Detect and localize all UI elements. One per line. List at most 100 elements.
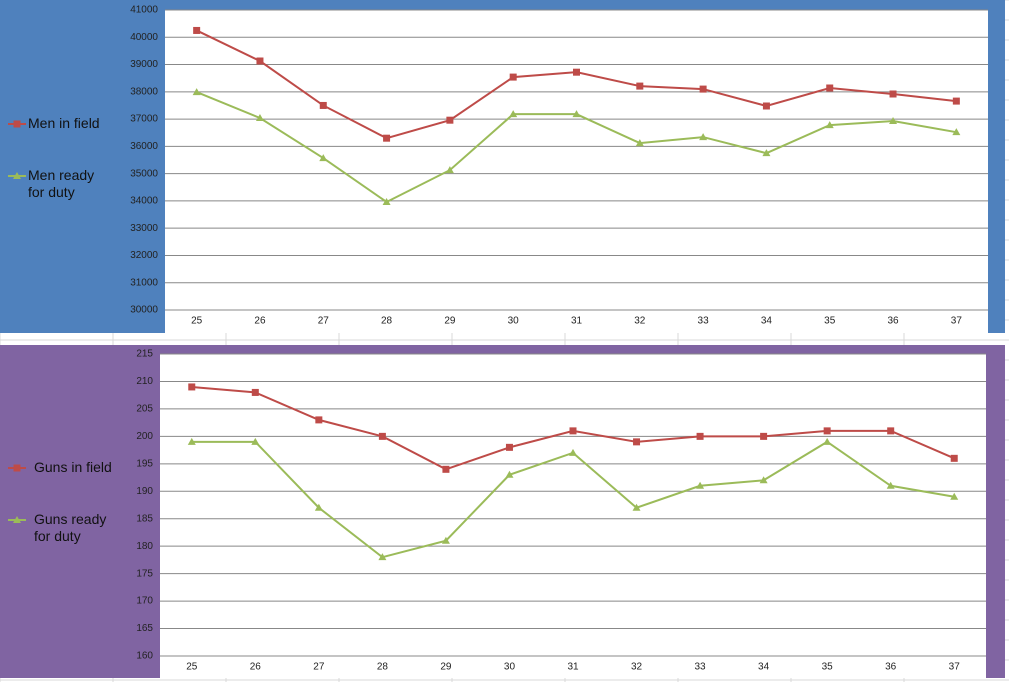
point (762, 149, 771, 157)
point (192, 88, 201, 96)
y-tick-label: 38000 (130, 86, 158, 97)
point (315, 416, 323, 424)
x-tick-label: 26 (250, 662, 262, 673)
point (256, 57, 264, 65)
point (13, 516, 21, 523)
y-tick-label: 210 (136, 376, 153, 387)
y-tick-label: 195 (136, 458, 153, 469)
y-tick-label: 35000 (130, 168, 158, 179)
y-tick-label: 175 (136, 568, 153, 579)
y-tick-label: 30000 (130, 305, 158, 316)
x-tick-label: 25 (191, 316, 203, 327)
point (255, 114, 264, 121)
y-tick-label: 39000 (130, 59, 158, 70)
point (193, 26, 201, 34)
point (13, 120, 21, 128)
point (826, 84, 834, 92)
point (635, 139, 644, 147)
point (950, 454, 958, 462)
point (505, 470, 514, 478)
point (13, 172, 21, 179)
point (760, 432, 768, 440)
plot-area (160, 354, 986, 678)
plot-area (165, 10, 988, 333)
point (825, 121, 834, 129)
x-tick-label: 37 (951, 316, 963, 327)
legend-label: Guns ready for duty (34, 511, 107, 544)
point (952, 128, 961, 136)
point (699, 133, 708, 141)
x-tick-label: 35 (824, 316, 836, 327)
x-tick-label: 25 (186, 662, 198, 673)
x-tick-label: 32 (634, 316, 646, 327)
point (889, 90, 897, 98)
x-tick-label: 29 (440, 662, 452, 673)
point (886, 481, 895, 489)
point (889, 117, 898, 124)
point (382, 198, 391, 205)
x-tick-label: 36 (885, 662, 897, 673)
point (442, 465, 450, 473)
x-tick-label: 30 (504, 662, 516, 673)
x-tick-label: 28 (377, 662, 389, 673)
point (251, 437, 260, 445)
point (383, 134, 391, 142)
y-tick-label: 160 (136, 651, 153, 662)
x-tick-label: 26 (254, 316, 266, 327)
x-tick-label: 32 (631, 662, 643, 673)
y-tick-label: 33000 (130, 223, 158, 234)
x-tick-label: 36 (887, 316, 899, 327)
x-tick-label: 30 (508, 316, 520, 327)
x-tick-label: 33 (698, 316, 710, 327)
y-tick-label: 37000 (130, 114, 158, 125)
point (632, 503, 641, 511)
point (633, 438, 641, 446)
point (823, 437, 832, 445)
y-tick-label: 205 (136, 404, 153, 415)
legend-label: Men in field (28, 115, 100, 131)
point (13, 464, 21, 472)
point (696, 432, 704, 440)
point (319, 154, 328, 162)
point (636, 82, 644, 90)
y-tick-label: 170 (136, 596, 153, 607)
point (187, 437, 196, 445)
x-tick-label: 28 (381, 316, 393, 327)
x-tick-label: 27 (318, 316, 330, 327)
point (251, 388, 259, 396)
y-tick-label: 215 (136, 349, 153, 360)
x-tick-label: 31 (567, 662, 579, 673)
legend-label: Guns in field (34, 459, 112, 475)
y-tick-label: 200 (136, 431, 153, 442)
point (699, 85, 707, 93)
x-tick-label: 34 (761, 316, 773, 327)
x-tick-label: 37 (949, 662, 961, 673)
point (446, 116, 454, 124)
y-tick-label: 40000 (130, 32, 158, 43)
point (952, 97, 960, 105)
x-tick-label: 31 (571, 316, 583, 327)
point (378, 432, 386, 440)
point (505, 443, 513, 451)
point (950, 492, 959, 500)
y-tick-label: 165 (136, 623, 153, 634)
y-tick-label: 41000 (130, 5, 158, 16)
point (319, 101, 327, 109)
point (823, 427, 831, 435)
point (441, 536, 450, 544)
x-tick-label: 35 (822, 662, 834, 673)
y-tick-label: 36000 (130, 141, 158, 152)
y-tick-label: 31000 (130, 277, 158, 288)
point (445, 166, 454, 174)
point (696, 481, 705, 489)
x-tick-label: 33 (695, 662, 707, 673)
point (569, 448, 577, 456)
legend-label: Men ready for duty (28, 167, 95, 200)
point (569, 427, 577, 435)
y-tick-label: 190 (136, 486, 153, 497)
point (509, 73, 517, 81)
point (887, 427, 895, 435)
y-tick-label: 34000 (130, 196, 158, 207)
